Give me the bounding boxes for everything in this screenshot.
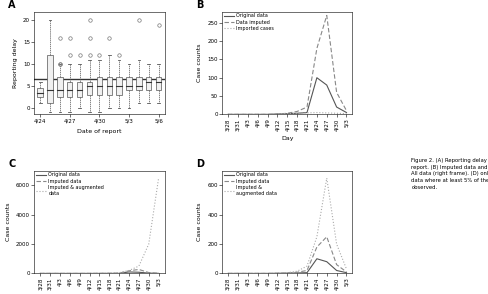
Y-axis label: Reporting delay: Reporting delay [13, 38, 18, 88]
X-axis label: Date of report: Date of report [77, 129, 122, 134]
Bar [126, 77, 131, 90]
Bar [67, 82, 72, 97]
Bar [38, 88, 43, 97]
X-axis label: Day: Day [281, 136, 293, 141]
Bar [106, 77, 112, 95]
Bar [47, 56, 53, 103]
Y-axis label: Case counts: Case counts [197, 203, 202, 241]
Text: D: D [196, 159, 203, 169]
Legend: Original data, Data imputed, Imported cases: Original data, Data imputed, Imported ca… [223, 13, 274, 31]
Text: Figure 2. (A) Reporting delay by the date of
report. (B) Imputed data and origin: Figure 2. (A) Reporting delay by the dat… [410, 158, 488, 190]
Bar [116, 77, 122, 95]
Text: A: A [8, 0, 16, 10]
Bar [77, 82, 82, 97]
Text: B: B [196, 0, 203, 10]
Bar [156, 77, 161, 90]
Bar [136, 77, 142, 90]
Legend: Original data, Imputed data, Imputed &
augmented data: Original data, Imputed data, Imputed & a… [223, 172, 277, 196]
Legend: Original data, Imputed data, Imputed & augmented
data: Original data, Imputed data, Imputed & a… [36, 172, 104, 196]
Bar [57, 77, 62, 97]
Text: C: C [8, 159, 16, 169]
Bar [86, 82, 92, 95]
Y-axis label: Case counts: Case counts [197, 44, 202, 82]
Bar [97, 77, 102, 95]
Bar [146, 77, 151, 90]
Y-axis label: Case counts: Case counts [5, 203, 10, 241]
